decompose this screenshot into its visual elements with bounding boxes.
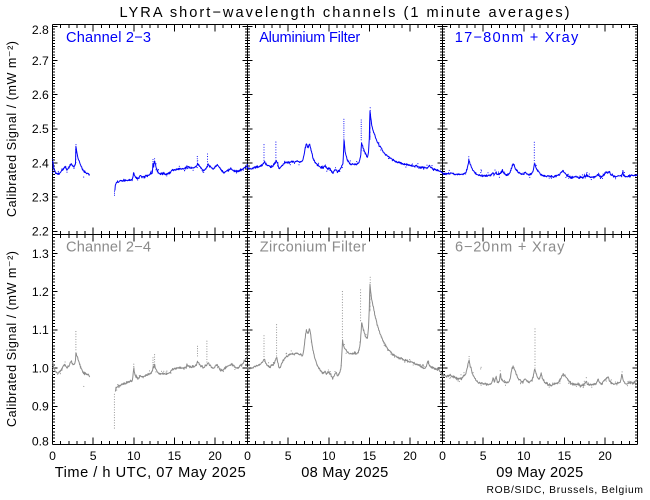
svg-text:2.4: 2.4 [32,156,49,170]
svg-text:20: 20 [598,449,612,463]
svg-text:17−80nm + Xray: 17−80nm + Xray [455,30,579,46]
svg-text:10: 10 [127,449,141,463]
svg-text:5: 5 [90,449,97,463]
svg-text:0: 0 [49,449,56,463]
svg-text:15: 15 [558,449,572,463]
svg-text:5: 5 [480,449,487,463]
svg-text:15: 15 [168,449,182,463]
svg-text:1.0: 1.0 [32,361,49,375]
svg-text:0.9: 0.9 [32,400,49,414]
svg-text:2.7: 2.7 [32,54,49,68]
svg-text:LYRA short−wavelength channels: LYRA short−wavelength channels (1 minute… [120,5,570,21]
svg-text:10: 10 [322,449,336,463]
svg-text:08 May 2025: 08 May 2025 [301,465,388,481]
svg-text:0: 0 [244,449,251,463]
svg-text:Channel 2−3: Channel 2−3 [66,30,151,46]
svg-text:15: 15 [363,449,377,463]
svg-text:Calibrated Signal / (mW m⁻²): Calibrated Signal / (mW m⁻²) [5,41,19,217]
svg-text:2.6: 2.6 [32,88,49,102]
svg-text:2.8: 2.8 [32,23,49,37]
svg-text:Calibrated Signal / (mW m⁻²): Calibrated Signal / (mW m⁻²) [5,251,19,427]
svg-text:20: 20 [208,449,222,463]
svg-text:2.3: 2.3 [32,191,49,205]
svg-text:20: 20 [403,449,417,463]
svg-text:6−20nm + Xray: 6−20nm + Xray [455,240,565,256]
svg-text:0: 0 [439,449,446,463]
svg-text:1.3: 1.3 [32,247,49,261]
svg-text:Zirconium Filter: Zirconium Filter [260,240,367,256]
svg-text:Time / h UTC, 07 May 2025: Time / h UTC, 07 May 2025 [55,465,246,481]
svg-text:Aluminium Filter: Aluminium Filter [259,30,360,46]
svg-text:10: 10 [517,449,531,463]
svg-text:ROB/SIDC, Brussels, Belgium: ROB/SIDC, Brussels, Belgium [487,485,644,496]
svg-text:1.2: 1.2 [32,285,49,299]
svg-text:0.8: 0.8 [32,435,49,449]
svg-text:1.1: 1.1 [32,323,49,337]
svg-text:5: 5 [285,449,292,463]
svg-text:2.5: 2.5 [32,122,49,136]
svg-text:09 May 2025: 09 May 2025 [496,465,583,481]
svg-text:Channel 2−4: Channel 2−4 [66,240,151,256]
svg-text:2.2: 2.2 [32,225,49,239]
